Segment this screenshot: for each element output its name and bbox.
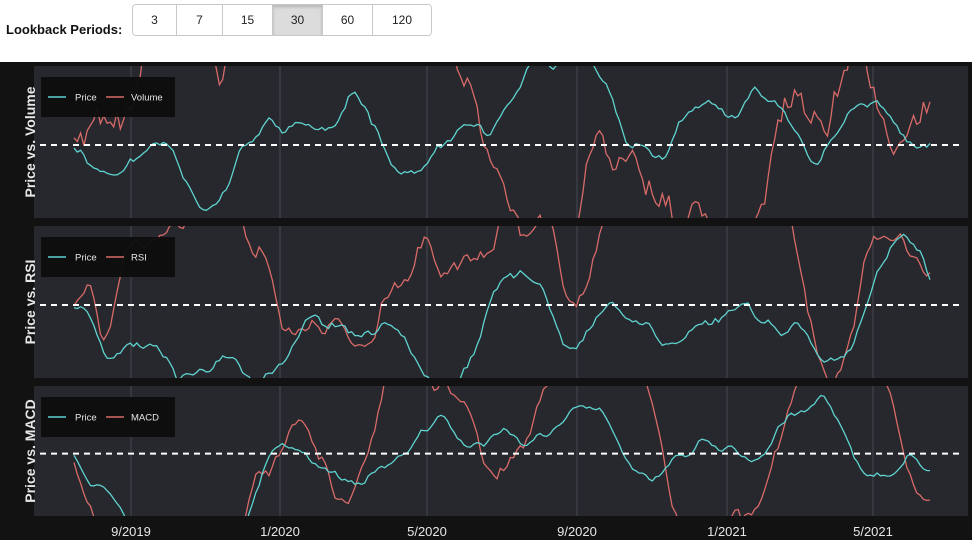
series-price-line <box>73 66 931 212</box>
period-button-60[interactable]: 60 <box>323 5 373 35</box>
period-button-30[interactable]: 30 <box>273 5 323 35</box>
x-tick-label: 9/2020 <box>557 524 597 539</box>
y-axis-label: Price vs. Volume <box>22 86 38 197</box>
y-axis-label: Price vs. MACD <box>22 399 38 502</box>
chart-area: Price Volume Price vs. Volume Price RSI Price… <box>0 62 972 540</box>
legend: Price Volume <box>41 77 175 117</box>
series-price-line <box>73 233 931 378</box>
legend-label-indicator: MACD <box>131 413 159 424</box>
series-macd-line <box>73 386 931 516</box>
period-button-120[interactable]: 120 <box>373 5 431 35</box>
x-tick-label: 1/2021 <box>707 524 747 539</box>
period-button-15[interactable]: 15 <box>223 5 273 35</box>
panel-3: Price MACD Price vs. MACD <box>22 386 968 516</box>
legend-label-price: Price <box>75 413 97 424</box>
x-tick-label: 1/2020 <box>260 524 300 539</box>
series-price-line <box>73 394 931 516</box>
lookback-button-group: 3 7 15 30 60 120 <box>132 4 432 36</box>
legend-label-price: Price <box>75 253 97 264</box>
panel-background <box>34 226 968 378</box>
panel-1: Price Volume Price vs. Volume <box>22 66 968 218</box>
legend-label-indicator: RSI <box>131 253 147 264</box>
legend: Price MACD <box>41 397 175 437</box>
y-axis-label: Price vs. RSI <box>22 260 38 345</box>
legend-label-price: Price <box>75 93 97 104</box>
x-tick-label: 5/2020 <box>407 524 447 539</box>
lookback-label: Lookback Periods: <box>6 22 123 37</box>
x-tick-label: 9/2019 <box>111 524 151 539</box>
panel-background <box>34 386 968 516</box>
series-volume-line <box>73 66 931 218</box>
legend: Price RSI <box>41 237 175 277</box>
period-button-3[interactable]: 3 <box>133 5 177 35</box>
controls-bar: Lookback Periods: 3 7 15 30 60 120 <box>0 0 972 62</box>
period-button-7[interactable]: 7 <box>177 5 223 35</box>
legend-label-indicator: Volume <box>131 93 163 104</box>
panel-background <box>34 66 968 218</box>
panel-2: Price RSI Price vs. RSI <box>22 226 968 378</box>
x-tick-label: 5/2021 <box>853 524 893 539</box>
